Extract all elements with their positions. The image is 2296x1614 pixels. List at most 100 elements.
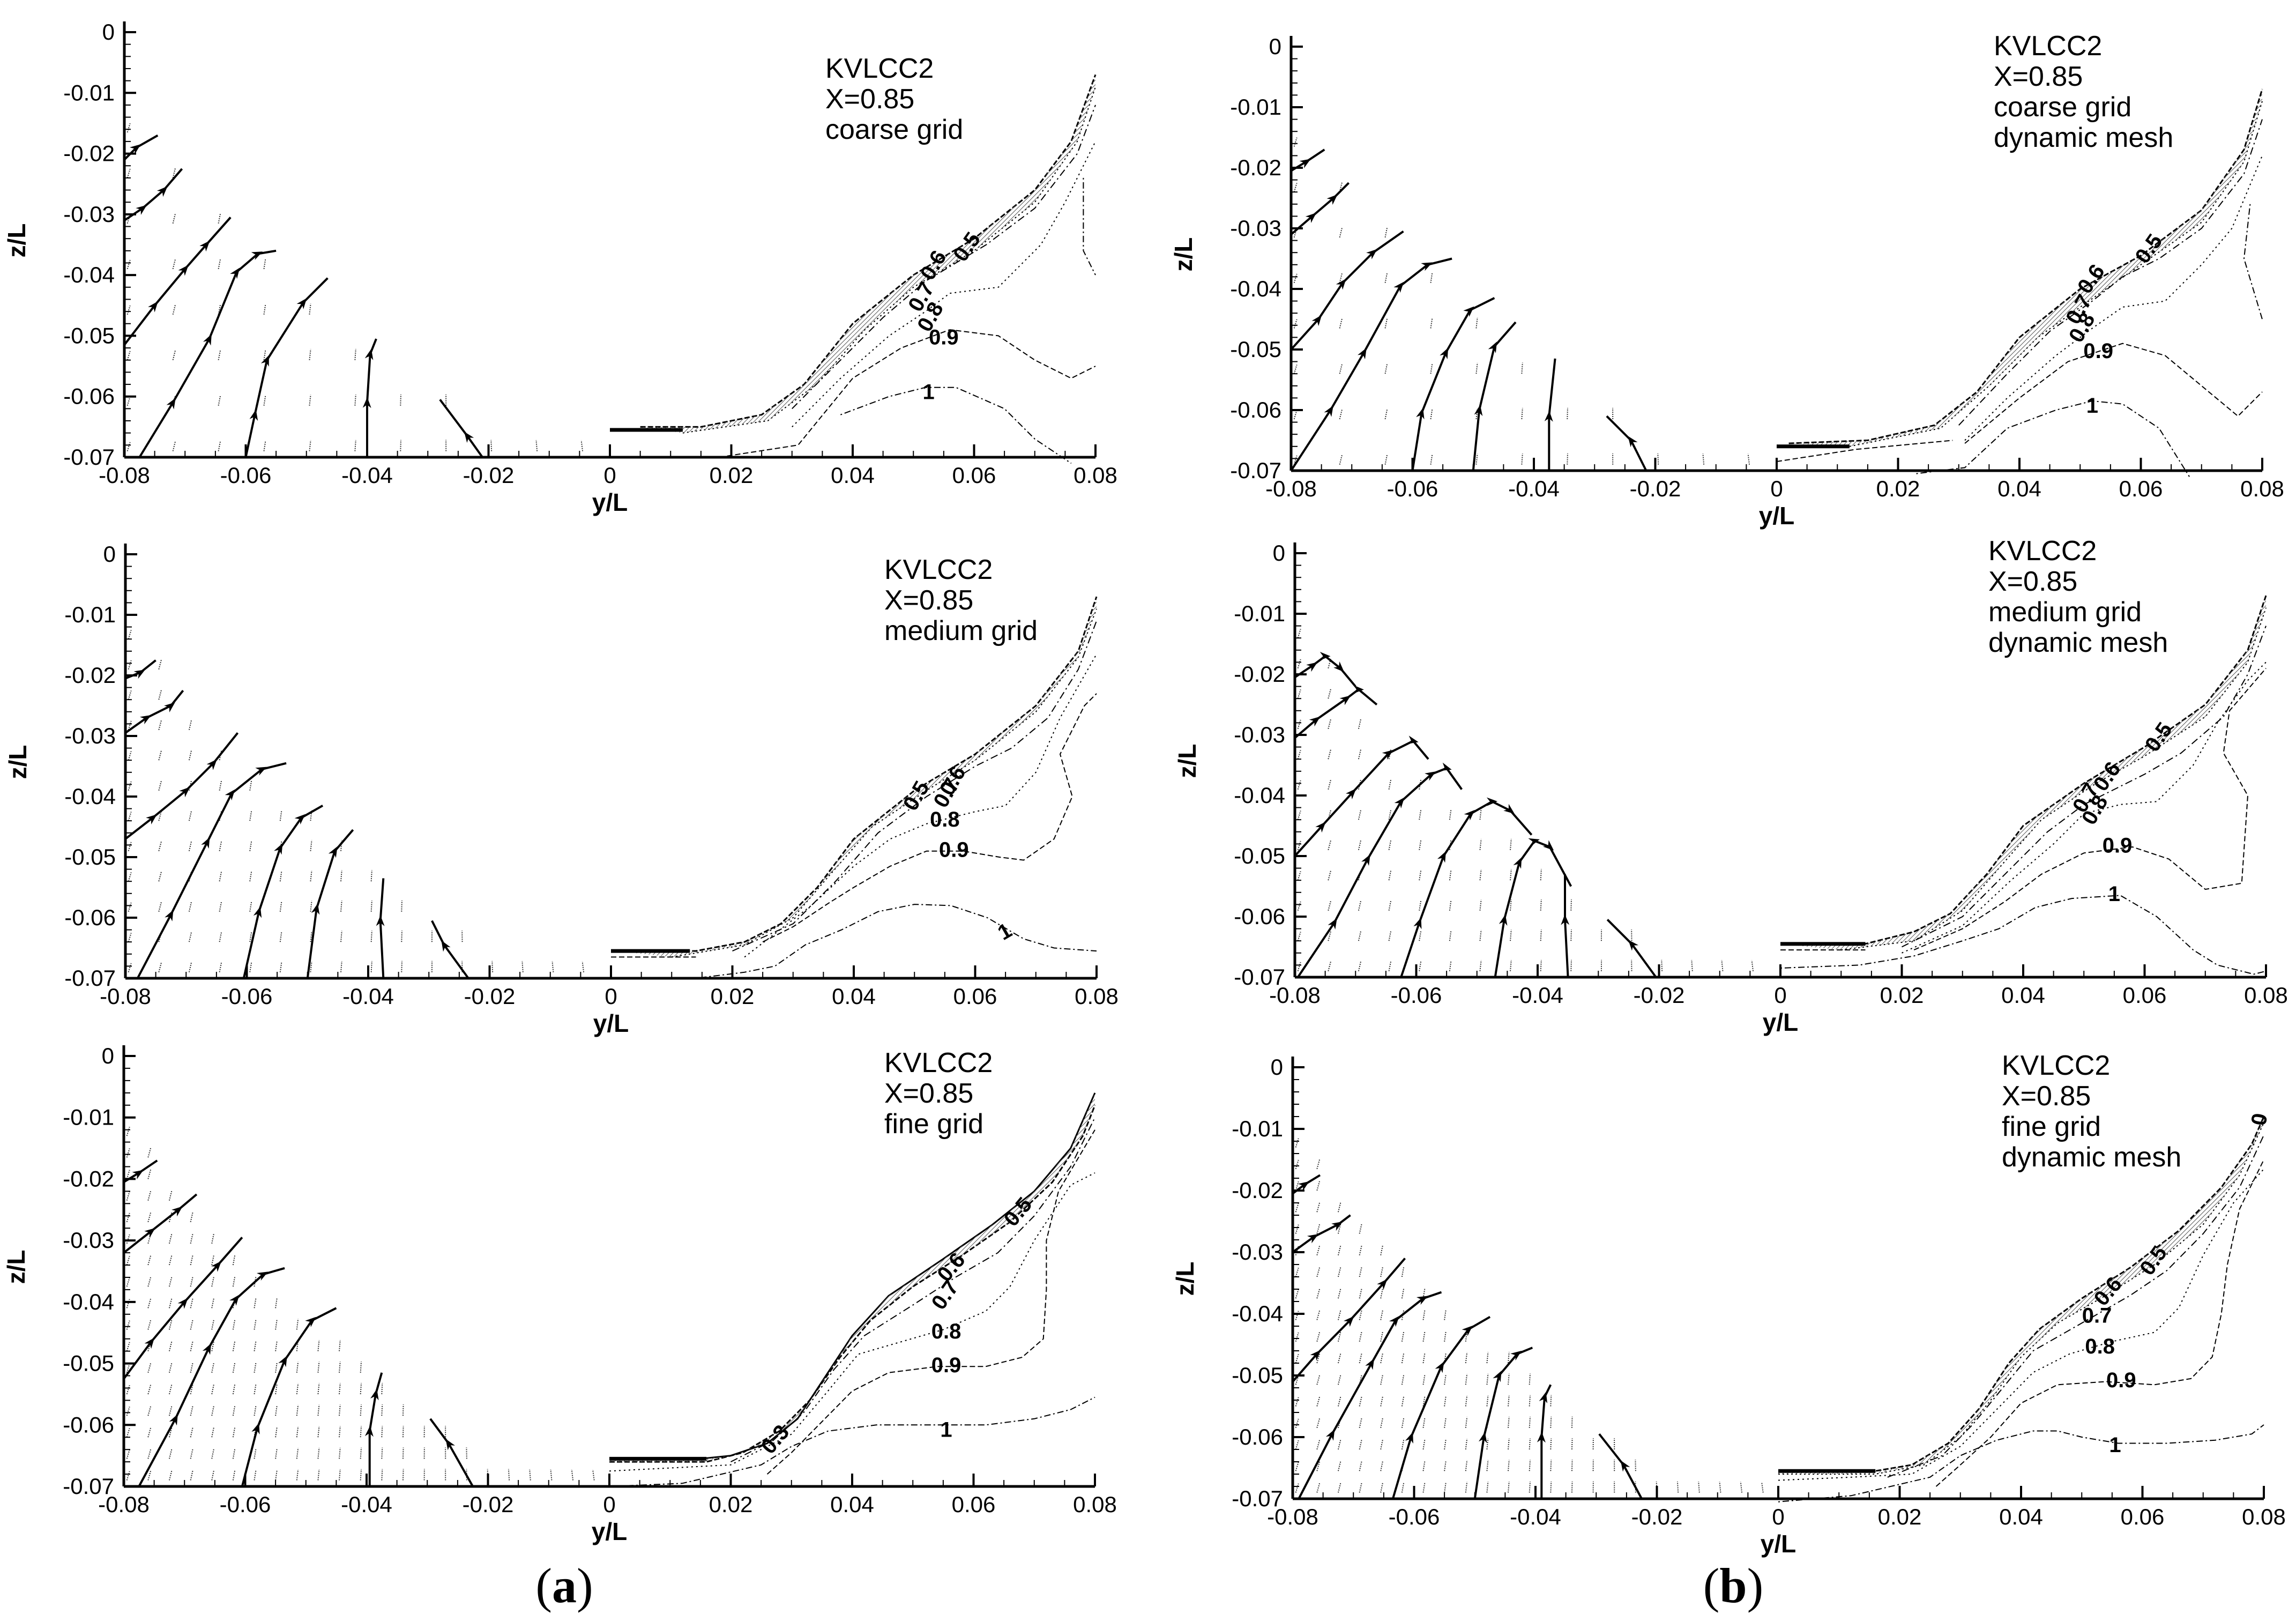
streamline xyxy=(1541,1385,1550,1499)
x-axis-title: y/L xyxy=(1759,502,1794,530)
contour-0.9 xyxy=(719,330,1095,457)
x-tick-label: 0.08 xyxy=(2244,983,2288,1008)
y-tick-label: -0.06 xyxy=(64,905,116,930)
y-tick-label: -0.02 xyxy=(1230,155,1281,180)
y-tick-label: -0.04 xyxy=(1232,1301,1283,1326)
streamline xyxy=(308,830,353,978)
contour-label: 1 xyxy=(2109,1433,2121,1457)
x-tick-label: -0.06 xyxy=(1387,476,1438,501)
annotation-line: medium grid xyxy=(884,616,1038,646)
x-tick-label: 0.06 xyxy=(953,984,997,1009)
boundary-layer-band xyxy=(617,597,1097,957)
streamline xyxy=(1299,1292,1441,1499)
annotation-line: X=0.85 xyxy=(1988,567,2168,597)
streamline xyxy=(1413,298,1495,471)
streamline xyxy=(124,1194,197,1253)
x-tick-label: 0.06 xyxy=(2123,983,2167,1008)
y-tick-label: -0.05 xyxy=(64,844,116,869)
streamline xyxy=(1607,416,1646,471)
contour-0.6 xyxy=(1778,1123,2264,1475)
streamline xyxy=(432,921,468,978)
caption-b-letter: b xyxy=(1719,1558,1747,1613)
contour-1 xyxy=(840,388,1071,464)
annotation-line: dynamic mesh xyxy=(1988,628,2168,658)
x-tick-label: 0.02 xyxy=(1876,476,1920,501)
annotation-line: fine grid xyxy=(2002,1112,2181,1142)
streamline xyxy=(242,1308,337,1486)
contour-label: 0.7 xyxy=(2082,1304,2112,1327)
y-tick-label: -0.01 xyxy=(1232,1116,1283,1141)
x-tick-label: -0.02 xyxy=(1631,1504,1683,1529)
vector-field xyxy=(127,1127,594,1480)
streamlines xyxy=(124,136,482,457)
contour-0.6 xyxy=(672,609,1097,957)
streamline xyxy=(1291,232,1404,349)
streamline xyxy=(1293,1259,1405,1382)
annotation-line: dynamic mesh xyxy=(2002,1142,2181,1173)
streamline xyxy=(124,136,158,160)
annotation-line: dynamic mesh xyxy=(1994,123,2173,153)
x-tick-label: -0.02 xyxy=(463,463,515,488)
x-tick-label: 0.08 xyxy=(1074,463,1117,488)
streamline xyxy=(1291,183,1349,234)
x-axis-title: y/L xyxy=(593,1009,629,1037)
contour-0.6 xyxy=(1841,608,2266,950)
vector-field xyxy=(1296,1139,1763,1493)
x-tick-label: 0.08 xyxy=(1073,1492,1117,1517)
x-tick-label: -0.02 xyxy=(464,984,516,1009)
contour-lines xyxy=(611,597,1097,978)
y-tick-label: -0.06 xyxy=(63,384,115,409)
x-tick-label: 0.04 xyxy=(1997,476,2041,501)
x-tick-label: 0 xyxy=(605,984,617,1009)
y-tick-label: -0.05 xyxy=(63,323,115,348)
annotation-line: X=0.85 xyxy=(884,1079,993,1109)
x-tick-label: -0.06 xyxy=(220,463,272,488)
contour-labels: 0.50.60.70.80.91 xyxy=(2061,230,2167,418)
y-tick-label: -0.02 xyxy=(63,1166,114,1191)
contour-1 xyxy=(696,904,1097,978)
annotation-line: X=0.85 xyxy=(884,585,1038,616)
y-tick-label: -0.02 xyxy=(63,141,115,166)
x-tick-label: 0 xyxy=(1774,983,1786,1008)
x-axis-title: y/L xyxy=(1761,1530,1796,1558)
y-axis-title: z/L xyxy=(1171,1262,1199,1296)
y-tick-label: -0.02 xyxy=(64,663,116,688)
caption-b-close-paren: ) xyxy=(1747,1558,1764,1613)
x-tick-label: 0.08 xyxy=(2240,476,2284,501)
contour-label: 1 xyxy=(2086,394,2098,418)
contour-0.3 xyxy=(609,1093,1095,1459)
annotation-line: coarse grid xyxy=(1994,92,2173,123)
contour-0.5 xyxy=(609,1105,1095,1462)
streamline xyxy=(1295,741,1428,856)
caption-a-close-paren: ) xyxy=(577,1558,593,1613)
streamline xyxy=(1475,1348,1533,1499)
y-tick-label: 0 xyxy=(102,19,115,44)
x-tick-label: 0.02 xyxy=(710,463,754,488)
contour-label: 0.9 xyxy=(2106,1368,2136,1392)
streamline xyxy=(124,169,182,220)
y-tick-label: -0.02 xyxy=(1232,1178,1283,1203)
y-tick-label: -0.07 xyxy=(1230,458,1281,483)
caption-a-letter: a xyxy=(552,1558,577,1613)
streamlines xyxy=(1293,1175,1642,1499)
annotation-line: KVLCC2 xyxy=(884,555,1038,585)
x-tick-label: 0.02 xyxy=(711,984,755,1009)
y-axis-title: z/L xyxy=(1169,237,1197,272)
contour-1 xyxy=(1083,178,1095,275)
annotation-line: X=0.85 xyxy=(825,84,963,115)
x-axis-title: y/L xyxy=(592,1518,627,1545)
x-tick-label: 0.02 xyxy=(1878,1504,1922,1529)
caption-b: (b) xyxy=(1653,1557,1814,1614)
contour-0.5 xyxy=(617,597,1097,951)
contour-label: 0.9 xyxy=(2103,834,2133,858)
x-tick-label: -0.04 xyxy=(1512,983,1563,1008)
streamline xyxy=(1565,874,1568,977)
annotation-line: KVLCC2 xyxy=(2002,1051,2181,1081)
contour-lines xyxy=(609,1093,1095,1486)
contour-1 xyxy=(2244,204,2262,319)
x-tick-label: -0.04 xyxy=(342,984,394,1009)
y-tick-label: -0.01 xyxy=(63,80,115,105)
annotation-line: X=0.85 xyxy=(1994,62,2173,92)
streamline xyxy=(430,1419,473,1486)
